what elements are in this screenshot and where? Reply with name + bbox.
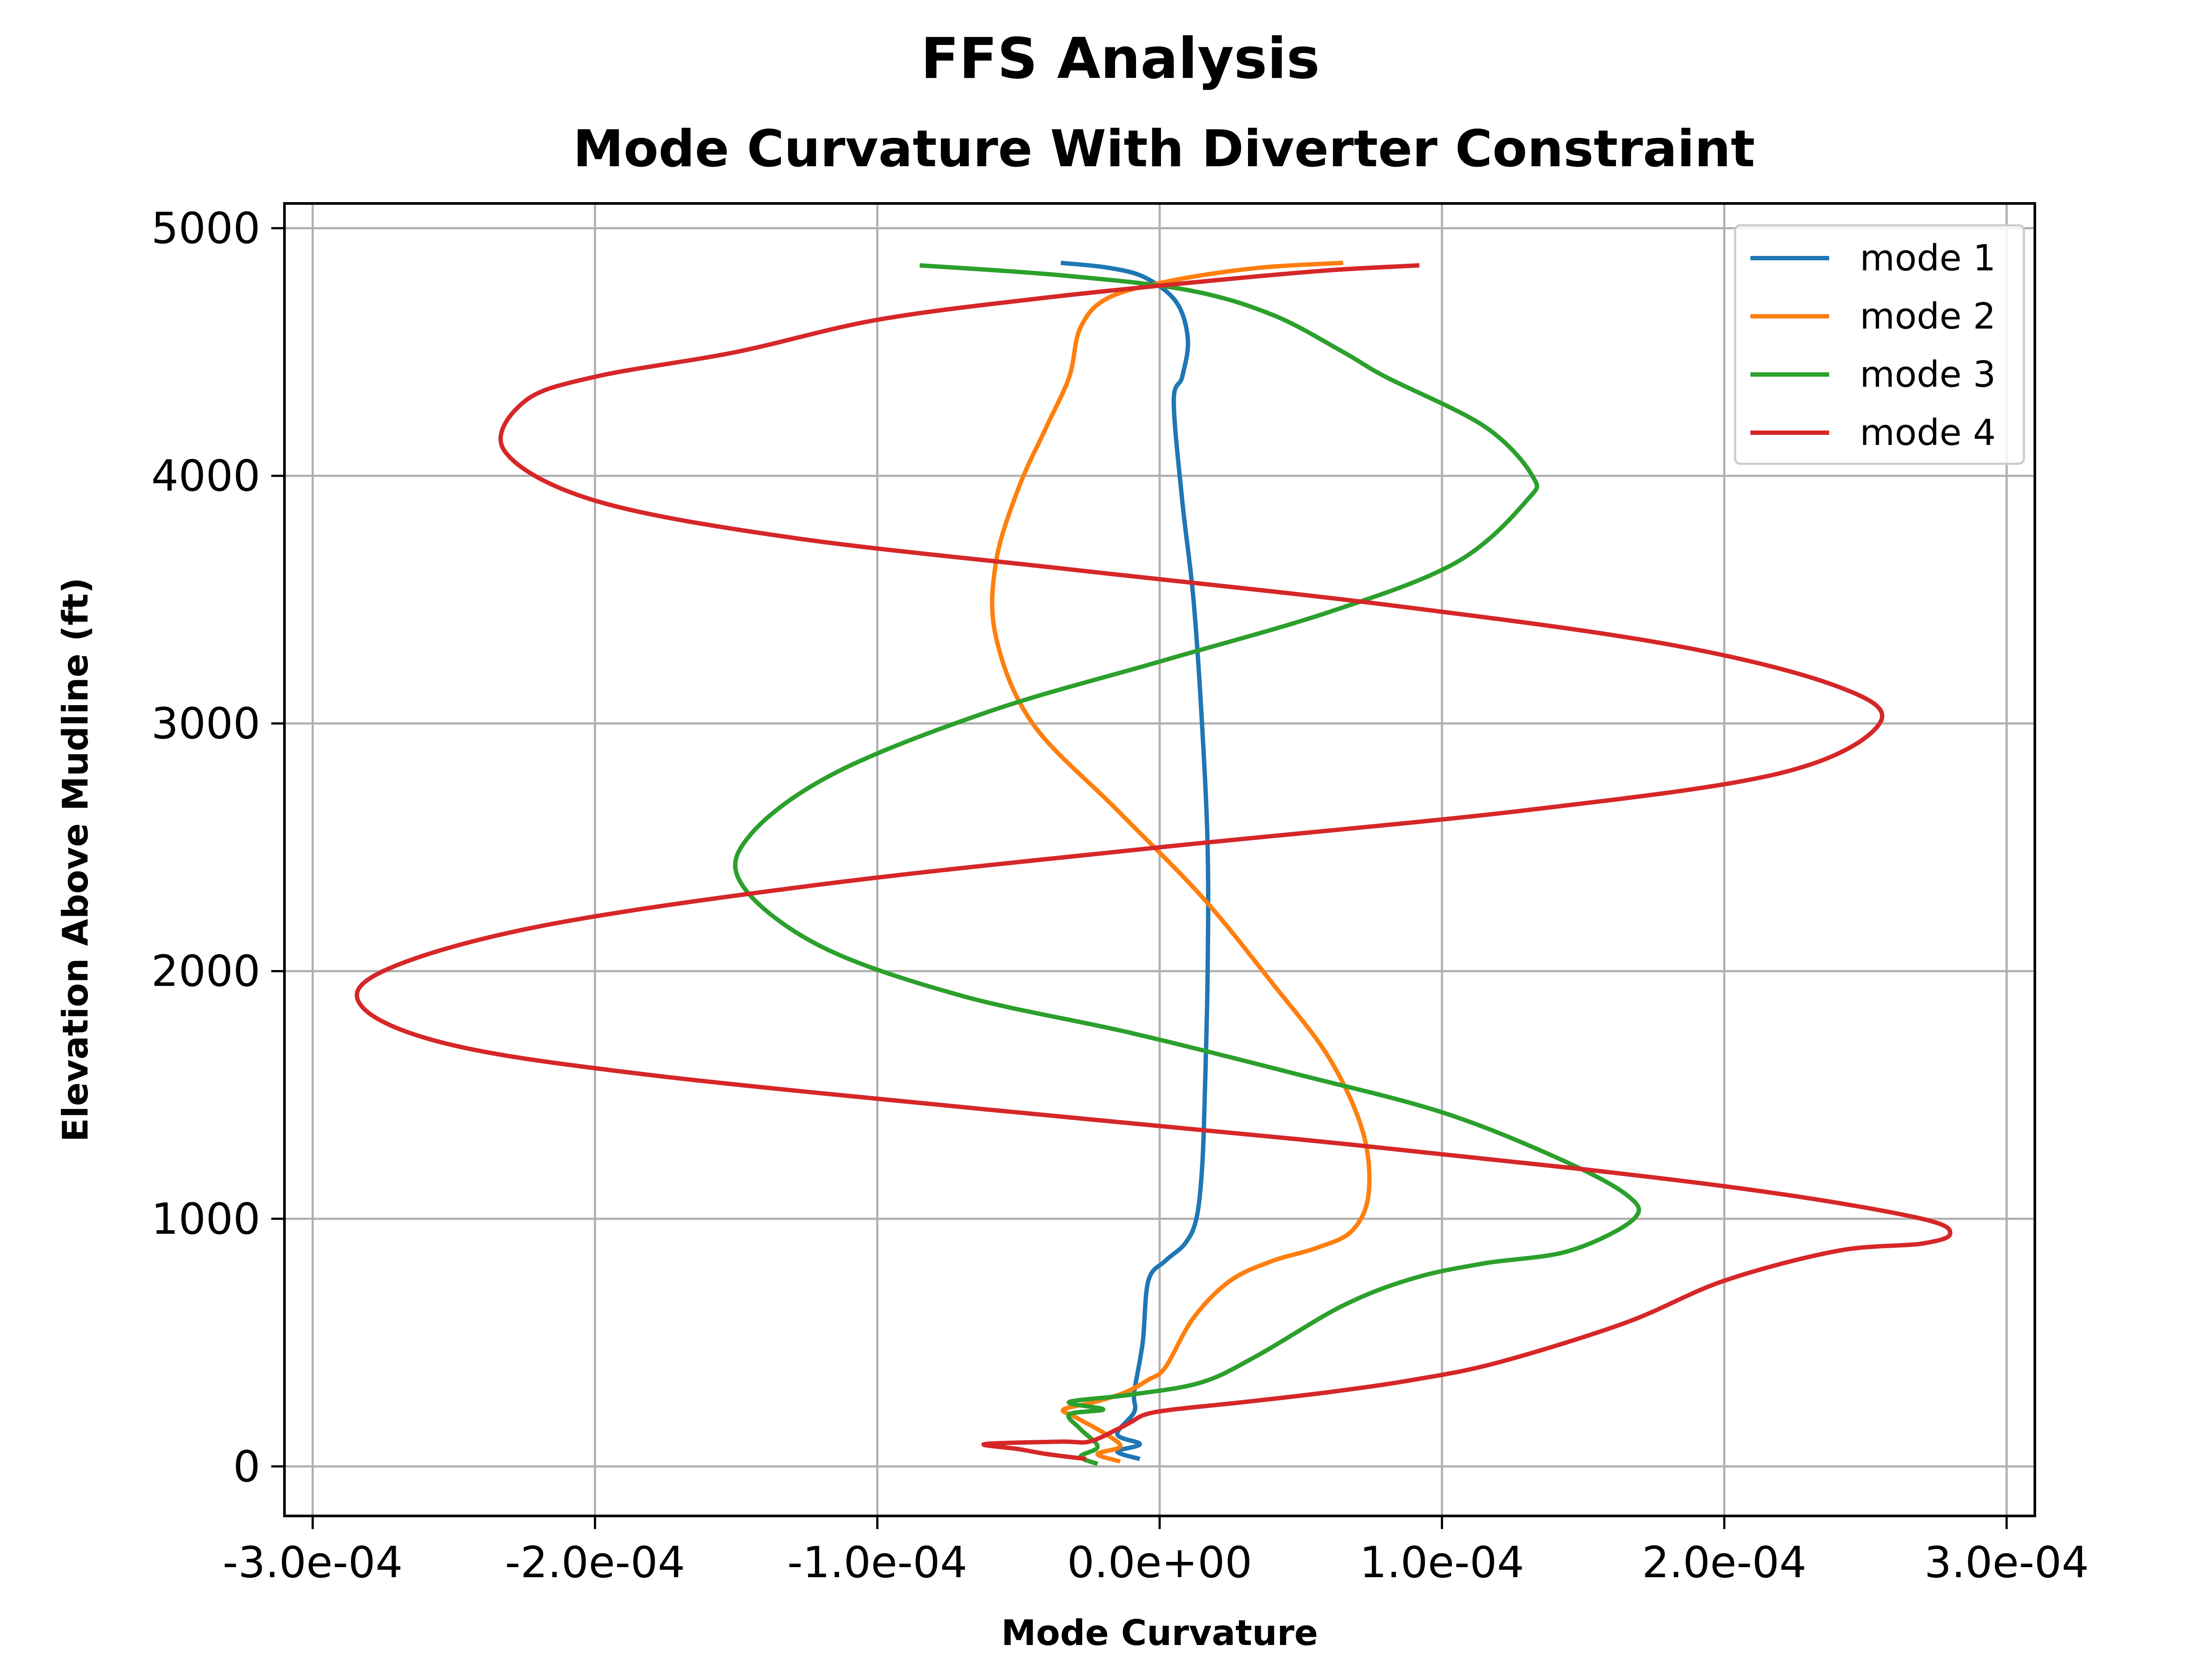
legend-label-mode-1: mode 1 bbox=[1860, 238, 1996, 279]
y-tick-label: 5000 bbox=[151, 204, 260, 254]
x-tick-label: 1.0e-04 bbox=[1360, 1538, 1524, 1588]
grid-lines bbox=[284, 203, 2035, 1516]
y-tick-label: 3000 bbox=[151, 699, 260, 749]
legend: mode 1 mode 2 mode 3 mode 4 bbox=[1734, 224, 2025, 465]
x-tick-label: -2.0e-04 bbox=[505, 1538, 685, 1588]
y-tick-label: 4000 bbox=[151, 452, 260, 501]
y-tick-label: 1000 bbox=[151, 1194, 260, 1244]
x-axis-label: Mode Curvature bbox=[1001, 1613, 1318, 1653]
x-tick-label: 2.0e-04 bbox=[1642, 1538, 1806, 1588]
axis-ticks: -3.0e-04 -2.0e-04 -1.0e-04 0.0e+00 1.0e-04 2.… bbox=[151, 204, 2089, 1588]
plot-area bbox=[354, 260, 1953, 1466]
figure-suptitle: FFS Analysis bbox=[921, 26, 1320, 91]
x-tick-label: -3.0e-04 bbox=[223, 1538, 403, 1588]
y-tick-label: 0 bbox=[233, 1442, 260, 1492]
series-line-mode-3 bbox=[733, 263, 1641, 1466]
legend-box bbox=[1734, 224, 2025, 465]
legend-label-mode-4: mode 4 bbox=[1860, 412, 1996, 454]
series-line-mode-4 bbox=[354, 263, 1953, 1461]
x-tick-label: 0.0e+00 bbox=[1067, 1538, 1252, 1588]
x-tick-label: -1.0e-04 bbox=[787, 1538, 968, 1588]
legend-label-mode-3: mode 3 bbox=[1860, 354, 1996, 396]
x-tick-label: 3.0e-04 bbox=[1924, 1538, 2089, 1588]
y-axis-label: Elevation Above Mudline (ft) bbox=[55, 578, 96, 1142]
chart-title: Mode Curvature With Diverter Constraint bbox=[573, 119, 1755, 178]
series-line-mode-1 bbox=[1060, 260, 1210, 1461]
y-tick-label: 2000 bbox=[151, 947, 260, 997]
legend-label-mode-2: mode 2 bbox=[1860, 296, 1996, 337]
